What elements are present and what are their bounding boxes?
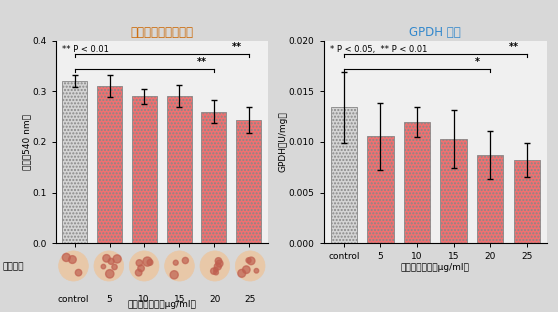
Circle shape [103,255,110,262]
Circle shape [129,251,159,281]
Circle shape [136,269,142,276]
Circle shape [200,251,230,281]
Bar [477,155,503,243]
Text: 25: 25 [244,295,256,304]
Circle shape [113,255,121,263]
X-axis label: アムラエキス（μg/ml）: アムラエキス（μg/ml） [401,263,470,272]
Circle shape [62,253,70,261]
Text: 20: 20 [209,295,220,304]
Bar [440,139,466,243]
Circle shape [112,264,117,270]
Circle shape [147,260,153,265]
Circle shape [170,271,178,279]
Title: GPDH 活性: GPDH 活性 [410,27,461,39]
Circle shape [214,263,222,270]
Circle shape [138,265,145,272]
Text: control: control [57,295,89,304]
Text: **: ** [232,42,242,52]
Circle shape [182,257,189,264]
Circle shape [105,270,114,278]
Circle shape [69,256,76,263]
Circle shape [101,264,105,269]
Y-axis label: GPDH（U/mg）: GPDH（U/mg） [278,112,287,172]
Bar [97,86,122,243]
Circle shape [94,251,124,281]
Bar [404,122,430,243]
Text: 染色細胞: 染色細胞 [3,262,25,271]
Circle shape [247,257,255,265]
Text: *: * [475,57,480,67]
Text: **: ** [509,42,519,52]
Circle shape [143,257,152,266]
Bar [167,96,192,243]
Title: 細胞中の中性脂肪量: 細胞中の中性脂肪量 [131,27,193,39]
Circle shape [214,267,218,272]
Circle shape [165,251,194,281]
Bar [62,81,88,243]
Text: ** P < 0.01: ** P < 0.01 [62,45,109,54]
Bar [513,160,540,243]
Text: * P < 0.05,  ** P < 0.01: * P < 0.05, ** P < 0.01 [330,45,428,54]
Bar [201,112,227,243]
Circle shape [59,251,88,281]
Circle shape [214,270,218,275]
Bar [236,120,261,243]
Text: 5: 5 [106,295,112,304]
Circle shape [75,269,82,276]
Circle shape [215,258,222,264]
Text: 15: 15 [174,295,185,304]
Circle shape [108,258,114,264]
Circle shape [254,268,259,273]
Text: アムラエキス（μg/ml）: アムラエキス（μg/ml） [127,300,196,309]
Circle shape [216,260,223,267]
Bar [132,96,157,243]
Circle shape [235,251,265,281]
Text: 10: 10 [138,295,150,304]
Y-axis label: 吸収（540 nm）: 吸収（540 nm） [22,114,31,170]
Bar [330,107,357,243]
Circle shape [246,258,251,263]
Circle shape [136,260,142,266]
Bar [367,136,393,243]
Circle shape [174,260,178,265]
Text: **: ** [197,57,207,67]
Circle shape [238,269,246,277]
Circle shape [243,266,250,274]
Circle shape [210,268,217,274]
